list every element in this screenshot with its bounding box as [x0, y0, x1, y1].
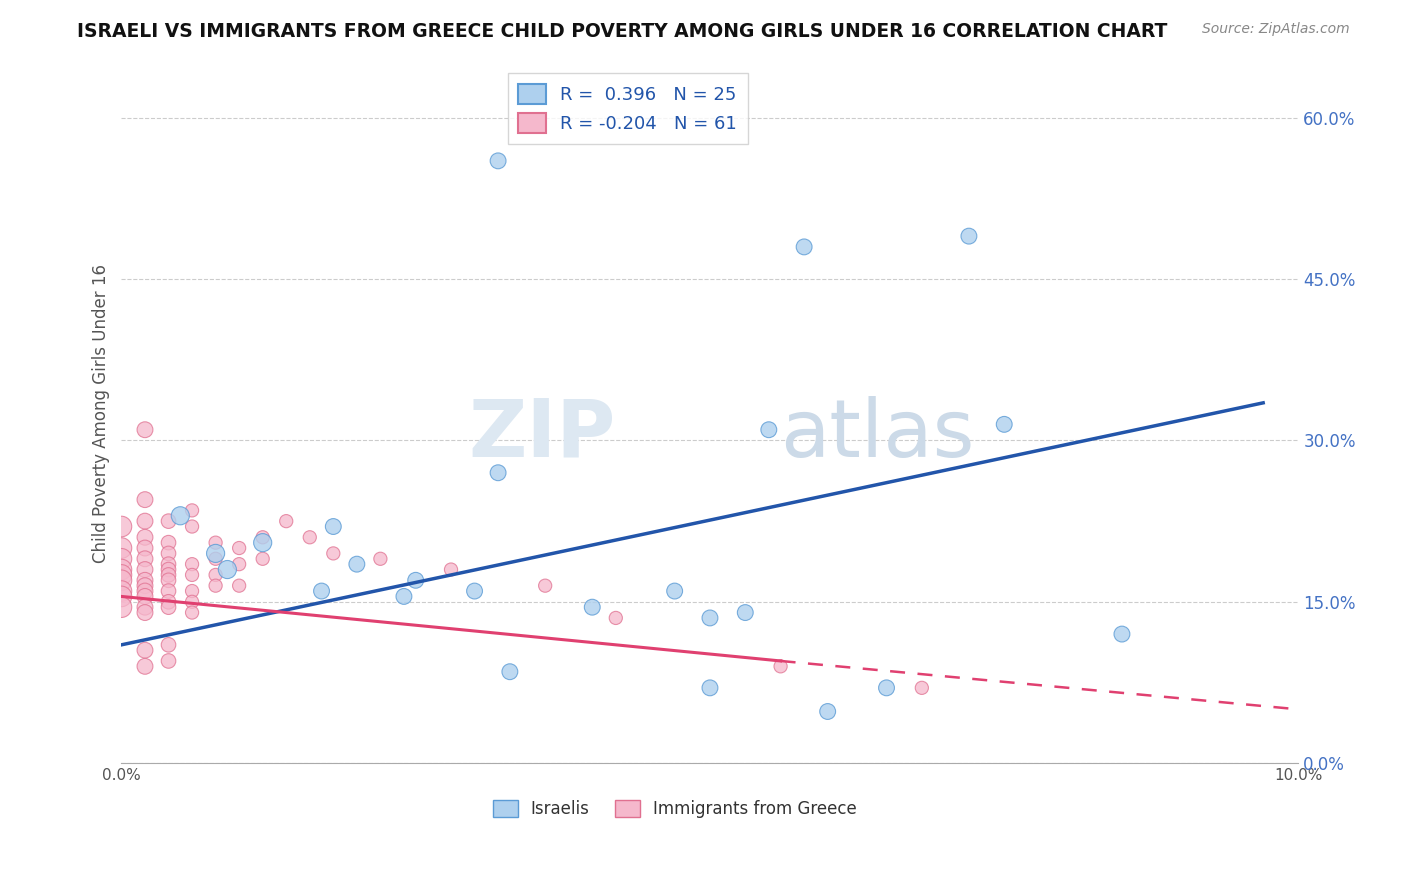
Point [605, 611, 627, 625]
Text: ZIP: ZIP [468, 395, 616, 474]
Point [392, 590, 415, 604]
Text: Source: ZipAtlas.com: Source: ZipAtlas.com [1202, 22, 1350, 37]
Point [157, 562, 180, 576]
Point [134, 562, 156, 576]
Point [169, 508, 191, 523]
Point [993, 417, 1015, 432]
Point [157, 546, 180, 560]
Legend: Israelis, Immigrants from Greece: Israelis, Immigrants from Greece [486, 793, 863, 825]
Point [157, 584, 180, 599]
Point [134, 541, 156, 555]
Point [276, 514, 298, 528]
Point [664, 584, 686, 599]
Point [252, 530, 274, 544]
Point [486, 153, 509, 168]
Point [228, 557, 250, 571]
Point [110, 551, 132, 566]
Point [181, 595, 204, 609]
Point [298, 530, 321, 544]
Point [134, 600, 156, 615]
Point [110, 574, 132, 588]
Point [534, 579, 557, 593]
Point [181, 606, 204, 620]
Point [769, 659, 792, 673]
Point [134, 530, 156, 544]
Point [322, 546, 344, 560]
Point [134, 579, 156, 593]
Point [957, 229, 980, 244]
Point [181, 557, 204, 571]
Point [134, 551, 156, 566]
Point [157, 568, 180, 582]
Point [181, 584, 204, 599]
Point [134, 584, 156, 599]
Point [817, 705, 839, 719]
Point [499, 665, 522, 679]
Point [228, 541, 250, 555]
Point [157, 557, 180, 571]
Point [134, 659, 156, 673]
Point [204, 579, 226, 593]
Point [581, 600, 603, 615]
Point [134, 606, 156, 620]
Point [252, 551, 274, 566]
Point [181, 503, 204, 517]
Point [157, 654, 180, 668]
Point [793, 240, 815, 254]
Point [758, 423, 780, 437]
Point [157, 595, 180, 609]
Point [134, 514, 156, 528]
Point [911, 681, 934, 695]
Point [311, 584, 333, 599]
Point [110, 568, 132, 582]
Point [228, 579, 250, 593]
Point [876, 681, 898, 695]
Point [110, 541, 132, 555]
Point [134, 643, 156, 657]
Point [157, 600, 180, 615]
Point [110, 600, 132, 615]
Point [110, 590, 132, 604]
Point [440, 562, 463, 576]
Point [134, 590, 156, 604]
Text: ISRAELI VS IMMIGRANTS FROM GREECE CHILD POVERTY AMONG GIRLS UNDER 16 CORRELATION: ISRAELI VS IMMIGRANTS FROM GREECE CHILD … [77, 22, 1168, 41]
Point [699, 681, 721, 695]
Y-axis label: Child Poverty Among Girls Under 16: Child Poverty Among Girls Under 16 [93, 264, 110, 563]
Point [217, 562, 239, 576]
Point [204, 535, 226, 549]
Point [322, 519, 344, 533]
Point [252, 535, 274, 549]
Point [181, 519, 204, 533]
Point [204, 551, 226, 566]
Point [734, 606, 756, 620]
Point [134, 423, 156, 437]
Point [157, 514, 180, 528]
Point [110, 519, 132, 533]
Point [181, 568, 204, 582]
Point [157, 574, 180, 588]
Point [204, 568, 226, 582]
Point [370, 551, 392, 566]
Point [110, 562, 132, 576]
Point [486, 466, 509, 480]
Point [405, 574, 427, 588]
Text: atlas: atlas [780, 395, 974, 474]
Point [346, 557, 368, 571]
Point [464, 584, 486, 599]
Point [204, 546, 226, 560]
Point [157, 535, 180, 549]
Point [157, 638, 180, 652]
Point [699, 611, 721, 625]
Point [134, 574, 156, 588]
Point [1111, 627, 1133, 641]
Point [134, 492, 156, 507]
Point [110, 584, 132, 599]
